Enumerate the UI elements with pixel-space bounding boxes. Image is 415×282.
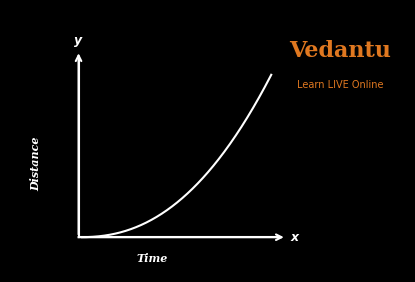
Text: Vedantu: Vedantu <box>289 40 391 62</box>
Text: x: x <box>290 231 299 244</box>
Text: Learn LIVE Online: Learn LIVE Online <box>297 80 383 90</box>
Text: Time: Time <box>136 253 168 264</box>
Text: Distance: Distance <box>31 137 42 191</box>
Text: y: y <box>74 34 83 47</box>
